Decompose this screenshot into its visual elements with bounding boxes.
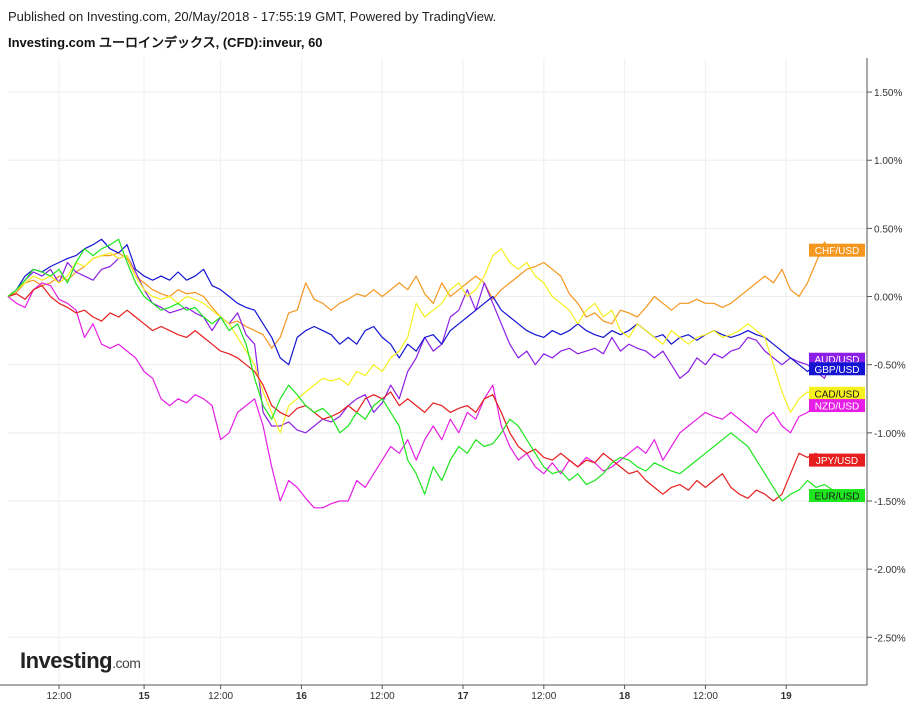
series-label: CHF/USD <box>815 246 859 257</box>
series-line-gbp-usd <box>7 238 859 373</box>
x-tick-label: 15 <box>139 691 151 702</box>
x-tick-label: 17 <box>457 691 469 702</box>
grid-lines <box>8 58 867 685</box>
series-line-chf-usd <box>7 241 859 349</box>
series-line-cad-usd <box>7 248 859 434</box>
x-tick-label: 19 <box>781 691 793 702</box>
y-tick-label: 0.00% <box>874 293 902 304</box>
investing-logo: Investing.com <box>20 648 141 673</box>
y-tick-label: -2.50% <box>874 633 906 644</box>
y-tick-label: 0.50% <box>874 224 902 235</box>
x-tick-label: 16 <box>296 691 308 702</box>
x-tick-label: 12:00 <box>47 691 72 702</box>
y-tick-label: -0.50% <box>874 361 906 372</box>
series-label: CAD/USD <box>814 389 859 400</box>
series-line-aud-usd <box>7 255 859 434</box>
x-tick-label: 12:00 <box>693 691 718 702</box>
y-tick-label: -2.00% <box>874 565 906 576</box>
series-label-bg <box>809 362 865 376</box>
x-tick-label: 12:00 <box>370 691 395 702</box>
series-line-nzd-usd <box>7 282 859 509</box>
series-label: AUD/USD <box>814 355 859 366</box>
series-label-bg <box>809 399 865 413</box>
y-tick-label: 1.00% <box>874 156 902 167</box>
y-tick-label: -1.00% <box>874 429 906 440</box>
series-label-bg <box>809 243 865 257</box>
series-line-jpy-usd <box>7 285 859 502</box>
chart-title: Investing.com ユーロインデックス, (CFD):inveur, 6… <box>8 35 323 50</box>
series-label: NZD/USD <box>815 402 859 413</box>
series-label-bg <box>809 453 865 467</box>
y-tick-label: -1.50% <box>874 497 906 508</box>
axes: 1.50% 1.00% 0.50% 0.00% -0.50% -1.00% -1.50% -2… <box>0 58 906 702</box>
published-caption: Published on Investing.com, 20/May/2018 … <box>8 9 497 24</box>
y-tick-label: 1.50% <box>874 88 902 99</box>
series-lines <box>7 238 859 509</box>
series-line-eur-usd <box>7 238 859 502</box>
series-label-bg <box>809 386 865 400</box>
series-label: EUR/USD <box>814 492 859 503</box>
series-label: GBP/USD <box>814 365 859 376</box>
series-label: JPY/USD <box>816 456 858 467</box>
x-tick-label: 18 <box>619 691 631 702</box>
series-label-bg <box>809 489 865 503</box>
x-tick-label: 12:00 <box>531 691 556 702</box>
x-tick-label: 12:00 <box>208 691 233 702</box>
